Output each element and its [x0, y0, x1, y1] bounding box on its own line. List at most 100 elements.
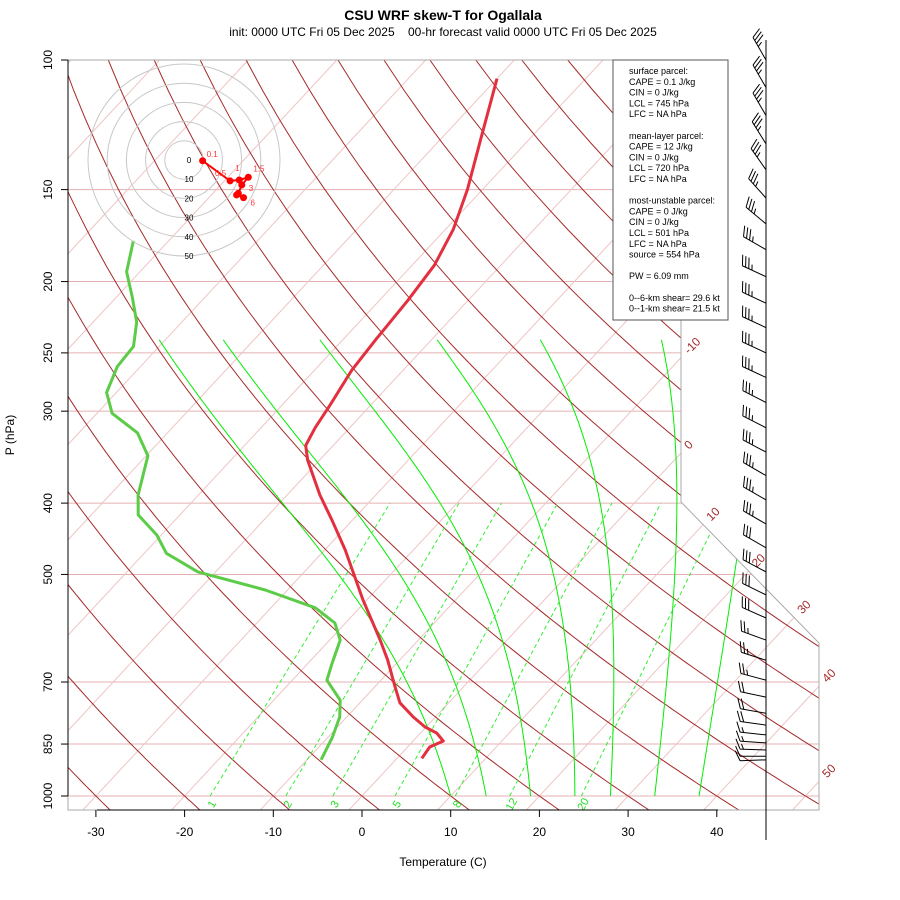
barb-staff: [740, 708, 767, 714]
hodograph-height-label: 1: [235, 164, 240, 173]
wind-barb: [736, 710, 767, 726]
y-tick-label: 400: [41, 493, 55, 513]
wind-barb: [751, 112, 767, 145]
isotherm-line: [613, 60, 819, 810]
barb-feather: [753, 115, 761, 126]
wind-barb: [741, 281, 767, 304]
barb-feather: [742, 451, 746, 463]
isotherm-label: -10: [681, 334, 703, 356]
isotherm-line: [68, 60, 338, 810]
barb-staff: [741, 630, 767, 641]
info-heading: mean-layer parcel:: [629, 131, 704, 141]
info-line: LFC = NA hPa: [629, 239, 687, 249]
mixing-ratio-line: [332, 502, 502, 797]
barb-feather: [737, 697, 741, 709]
barb-feather: [749, 527, 752, 539]
barb-feather: [734, 750, 741, 761]
barb-feather: [750, 171, 756, 182]
wind-barb: [742, 428, 767, 453]
barb-feather: [746, 453, 749, 465]
barb-feather: [754, 31, 762, 41]
dry-adiabat-line: [68, 60, 742, 810]
barb-feather: [752, 462, 754, 468]
barb-feather: [753, 208, 757, 215]
wind-barb: [737, 680, 767, 698]
wind-barb: [735, 738, 767, 751]
barb-staff: [750, 148, 767, 171]
dry-adiabat-line: [751, 60, 819, 810]
temperature-profile-line: [304, 78, 499, 760]
barb-staff: [740, 731, 767, 736]
barb-feather: [742, 523, 746, 535]
barb-feather: [755, 118, 763, 129]
barb-feather: [746, 669, 749, 676]
barb-feather: [736, 721, 741, 733]
info-line: 0--1-km shear= 21.5 kt: [629, 304, 720, 314]
y-tick-label: 300: [41, 401, 55, 421]
hodograph-point: [244, 173, 252, 181]
barb-feather: [751, 112, 759, 123]
isotherm-line: [68, 60, 604, 810]
barb-staff: [742, 291, 767, 304]
hodograph-ring-label: 10: [185, 175, 194, 184]
barb-feather: [745, 196, 750, 208]
barb-feather: [743, 621, 746, 633]
barb-feather: [756, 61, 764, 72]
isotherm-line: [169, 60, 819, 810]
barb-feather: [756, 89, 764, 100]
barb-feather: [756, 152, 761, 158]
x-tick-label: 0: [359, 825, 366, 839]
info-line: CAPE = 0.1 J/kg: [629, 77, 695, 87]
hodograph-point: [226, 177, 234, 185]
barb-staff: [742, 390, 767, 403]
barb-staff: [752, 37, 767, 61]
info-line: LFC = NA hPa: [629, 109, 687, 119]
wind-barb: [735, 745, 766, 757]
wind-barb: [752, 55, 767, 88]
barb-feather: [740, 620, 743, 632]
isotherm-label: 30: [794, 597, 814, 617]
barb-feather: [752, 510, 754, 517]
barb-feather: [754, 144, 762, 155]
dry-adiabat-line: [245, 60, 819, 810]
y-axis-label: P (hPa): [3, 415, 17, 455]
mixing-ratio-label: 3: [329, 799, 342, 810]
barb-feather: [742, 428, 745, 440]
barb-feather: [742, 379, 745, 391]
barb-staff: [742, 316, 767, 329]
barb-feather: [757, 125, 762, 132]
hodograph-point: [238, 181, 246, 189]
barb-feather: [746, 477, 749, 489]
moist-adiabat-line: [158, 339, 452, 797]
wind-barb: [742, 475, 767, 501]
y-tick-label: 250: [41, 343, 55, 363]
barb-staff: [743, 236, 767, 251]
x-tick-label: 40: [710, 825, 724, 839]
y-tick-label: 200: [41, 271, 55, 291]
barb-staff: [743, 510, 767, 525]
dry-adiabat-line: [68, 60, 652, 810]
hodograph-ring: [87, 63, 281, 257]
info-line: CAPE = 12 J/kg: [629, 142, 693, 152]
barb-feather: [748, 198, 753, 210]
x-tick-label: -20: [176, 825, 194, 839]
isotherm-line: [258, 60, 819, 810]
hodograph-height-label: 6: [251, 199, 256, 208]
barb-feather: [741, 735, 745, 742]
info-heading: most-unstable parcel:: [629, 196, 715, 206]
barb-feather: [742, 225, 746, 237]
info-box-frame: [612, 59, 729, 321]
barb-staff: [742, 606, 767, 619]
wind-barb: [752, 28, 767, 61]
wind-barb: [742, 404, 767, 429]
x-axis-label: Temperature (C): [399, 855, 486, 869]
wind-barb: [741, 305, 767, 329]
moist-adiabat-line: [319, 339, 531, 796]
wind-barb: [748, 168, 767, 199]
barb-feather: [749, 455, 752, 467]
barb-feather: [746, 227, 749, 239]
dry-adiabat-line: [797, 60, 819, 810]
barb-feather: [736, 710, 741, 722]
isotherm-line: [701, 60, 819, 810]
barb-staff: [740, 720, 767, 726]
